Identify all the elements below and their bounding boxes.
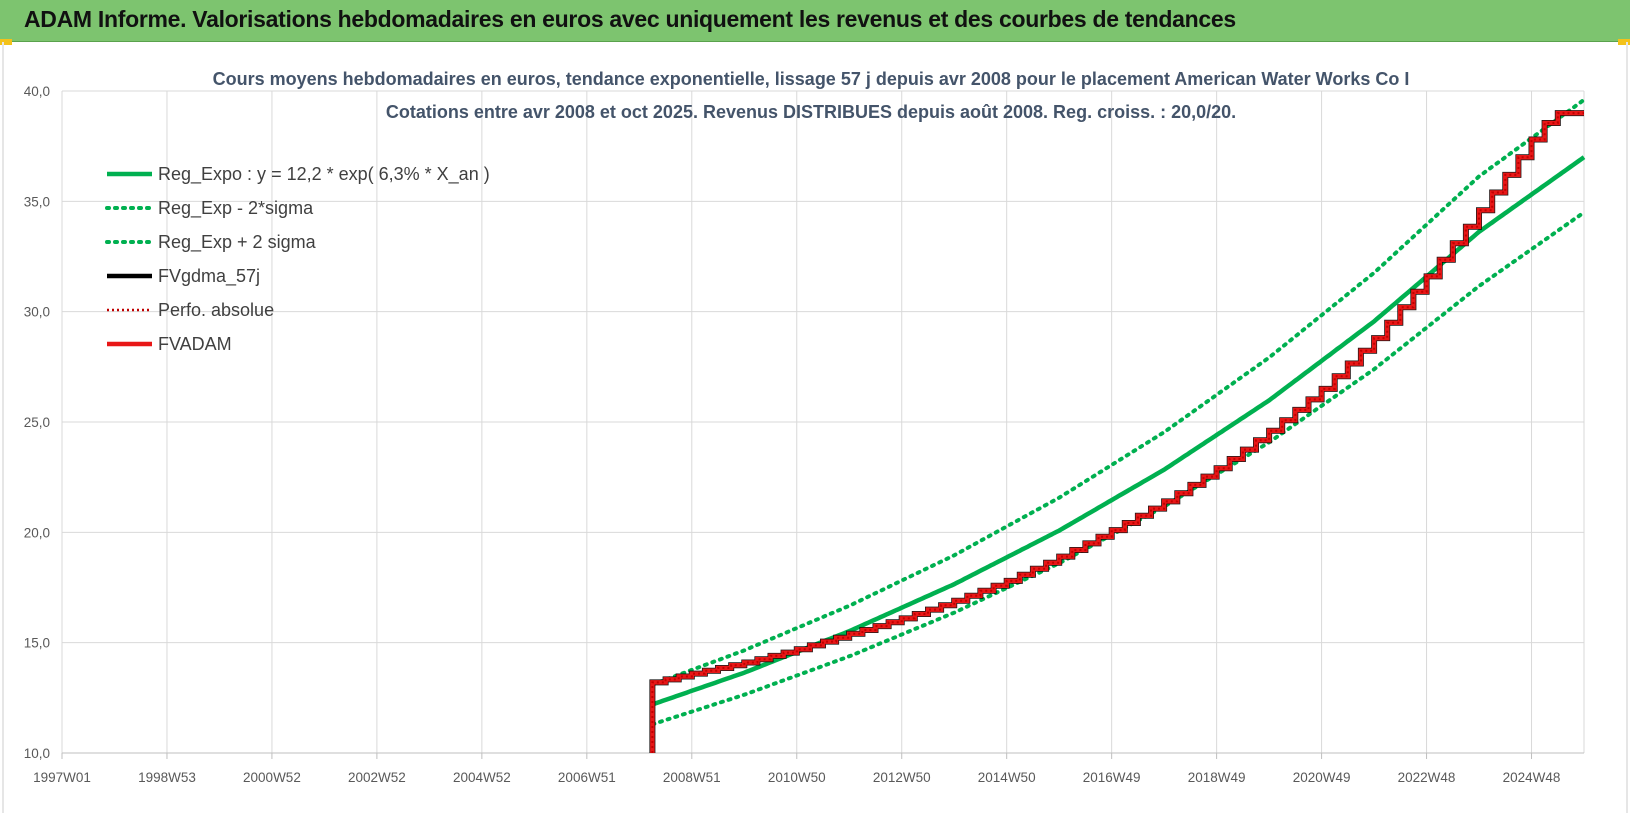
y-axis: 10,0 15,0 20,0 25,0 30,0 35,0 40,0	[24, 84, 50, 761]
x-axis: 1997W01 1998W53 2000W52 2002W52 2004W52 2006W…	[33, 752, 1584, 785]
x-tick-label: 2000W52	[243, 770, 301, 785]
x-tick-label: 2004W52	[453, 770, 511, 785]
corner-accent-right	[1618, 39, 1630, 45]
corner-accent-left	[0, 39, 12, 45]
series-trend-line	[651, 155, 1586, 707]
y-tick-label: 20,0	[24, 525, 50, 540]
y-tick-label: 15,0	[24, 636, 50, 651]
x-tick-label: 2002W52	[348, 770, 406, 785]
series-adam-line	[650, 110, 1584, 753]
y-tick-label: 40,0	[24, 84, 50, 99]
x-tick-label: 2014W50	[978, 770, 1036, 785]
x-tick-label: 2016W49	[1083, 770, 1141, 785]
series-low-line	[650, 210, 1586, 727]
legend-label-trend: Reg_Expo : y = 12,2 * exp( 6,3% * X_an )	[158, 164, 490, 185]
legend-label-perfo: Perfo. absolue	[158, 300, 274, 320]
chart-title-line-2: Cotations entre avr 2008 et oct 2025. Re…	[386, 102, 1236, 122]
chart-legend: Reg_Expo : y = 12,2 * exp( 6,3% * X_an )…	[105, 164, 490, 354]
x-tick-label: 1998W53	[138, 770, 196, 785]
y-tick-label: 25,0	[24, 415, 50, 430]
y-tick-label: 30,0	[24, 305, 50, 320]
x-tick-label: 2006W51	[558, 770, 616, 785]
x-tick-label: 2008W51	[663, 770, 721, 785]
legend-label-gdma: FVgdma_57j	[158, 266, 260, 287]
x-tick-label: 2022W48	[1398, 770, 1456, 785]
x-tick-label: 2018W49	[1188, 770, 1246, 785]
y-tick-label: 35,0	[24, 194, 50, 209]
banner-title: ADAM Informe. Valorisations hebdomadaire…	[24, 6, 1236, 32]
chart-title-line-1: Cours moyens hebdomadaires en euros, ten…	[213, 69, 1410, 89]
legend-label-high: Reg_Exp + 2 sigma	[158, 232, 317, 253]
chart-frame	[2, 42, 1628, 813]
legend-label-low: Reg_Exp - 2*sigma	[158, 198, 314, 219]
chart-grid	[61, 90, 1585, 754]
x-tick-label: 2010W50	[768, 770, 826, 785]
x-tick-label: 2024W48	[1503, 770, 1561, 785]
x-tick-label: 2012W50	[873, 770, 931, 785]
x-tick-label: 2020W49	[1293, 770, 1351, 785]
plot-area	[649, 97, 1586, 753]
title-banner: ADAM Informe. Valorisations hebdomadaire…	[0, 0, 1630, 42]
x-tick-label: 1997W01	[33, 770, 91, 785]
y-tick-label: 10,0	[24, 746, 50, 761]
legend-label-adam: FVADAM	[158, 334, 232, 354]
series-high-line	[650, 97, 1586, 687]
